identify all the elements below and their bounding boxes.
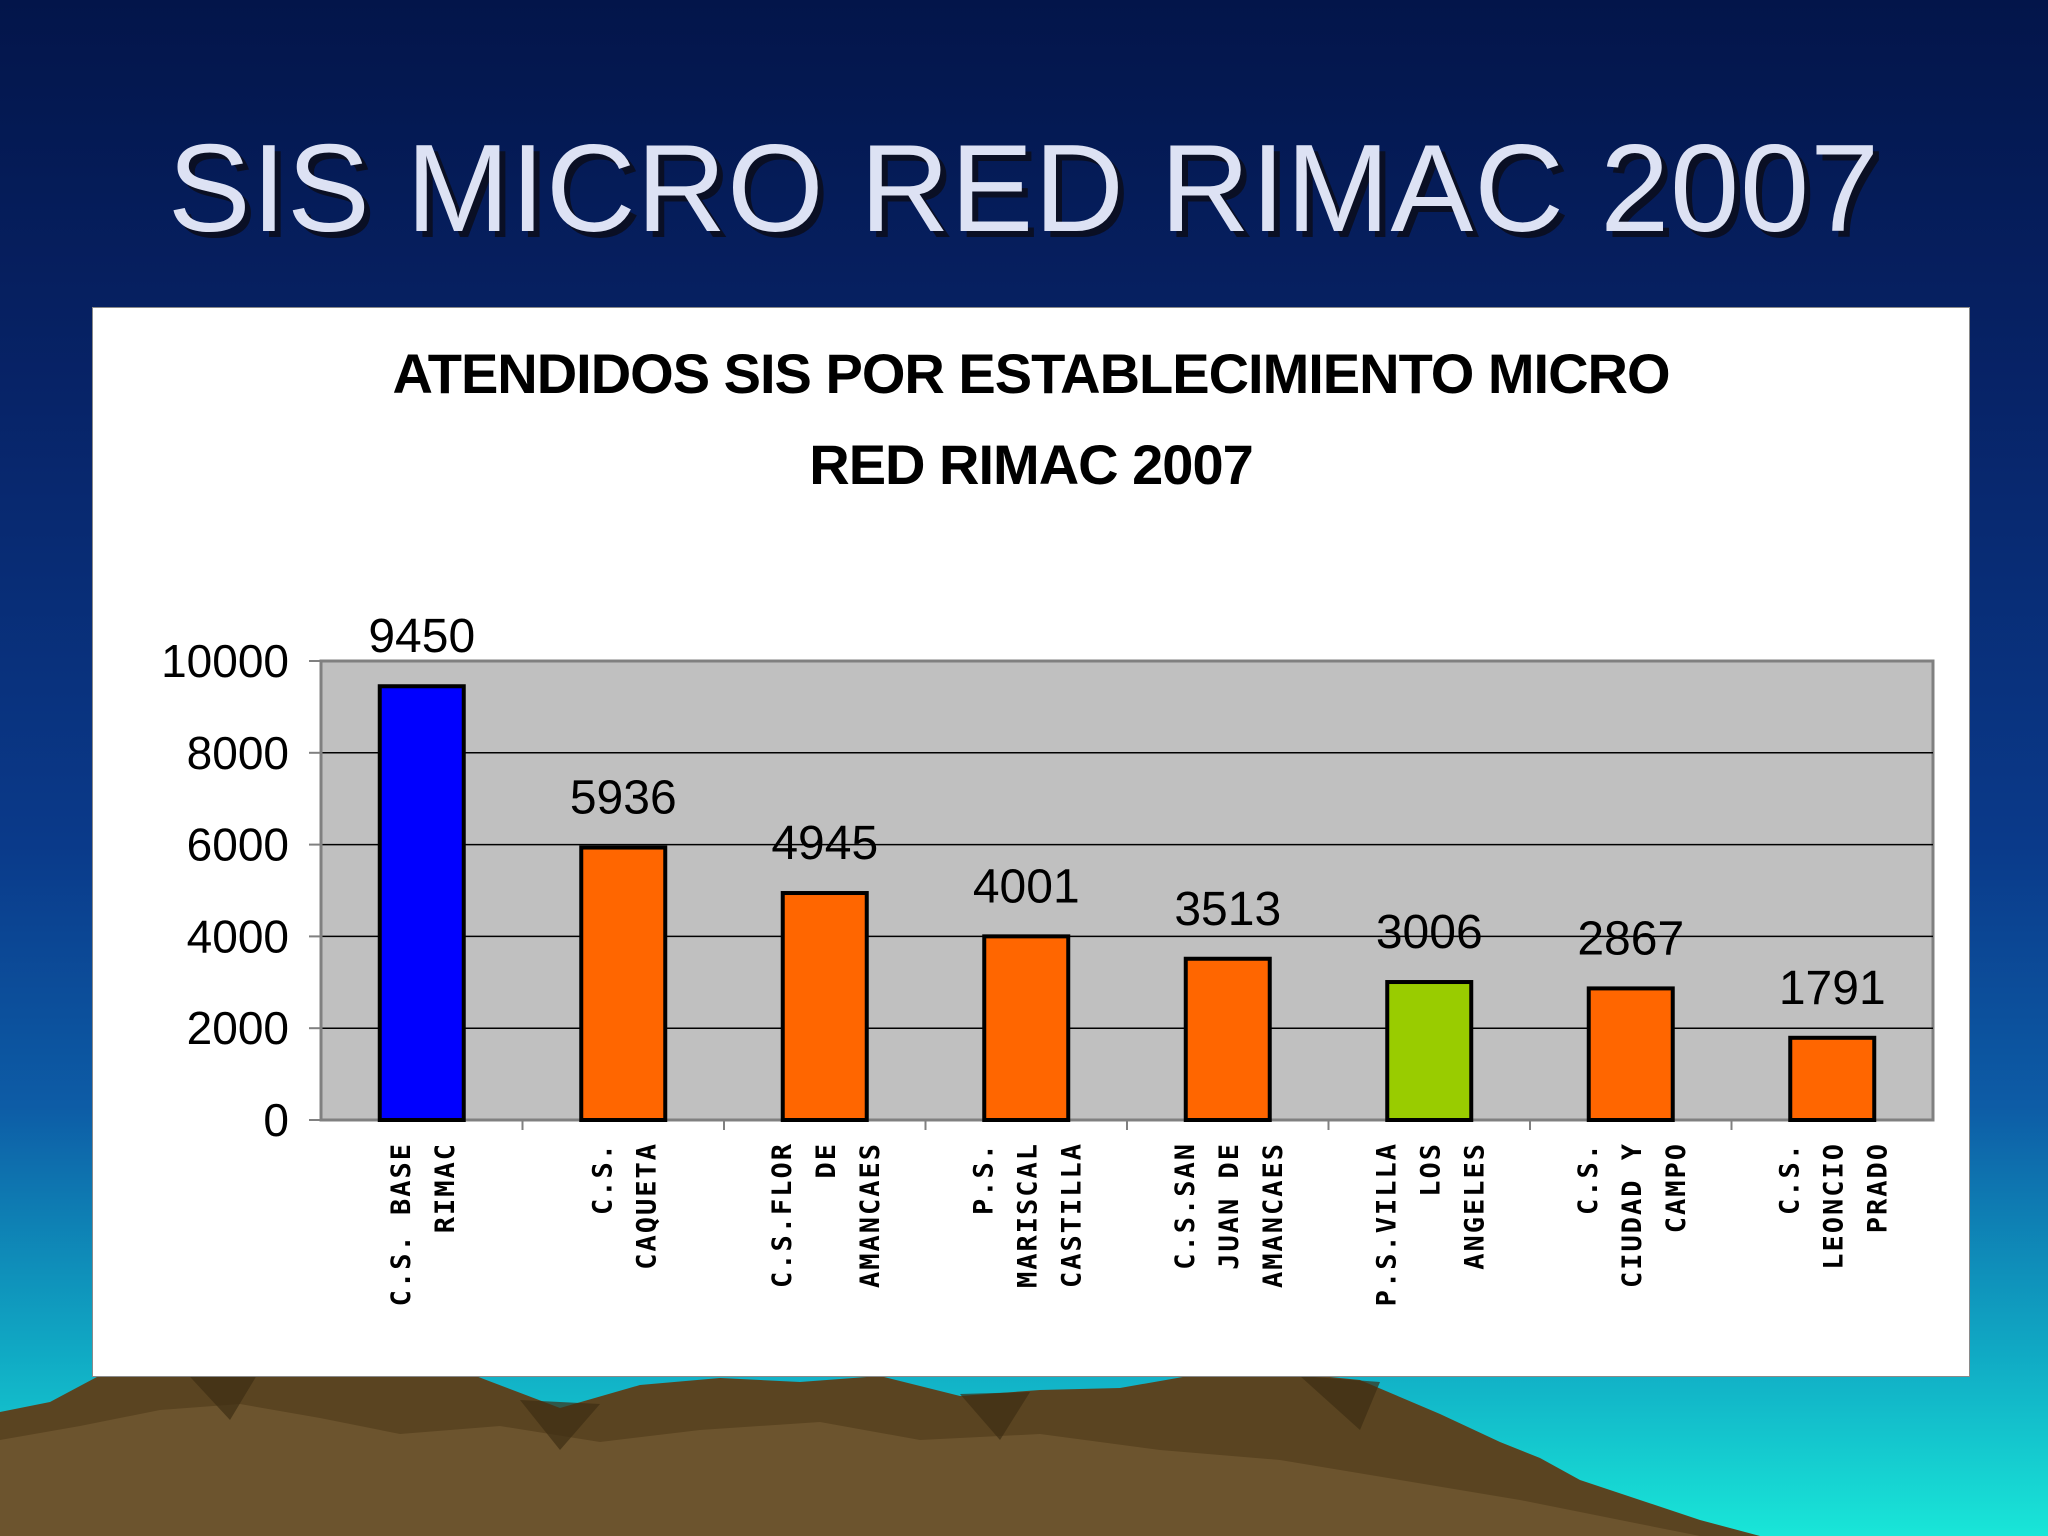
data-labels: 9450 5936 4945 4001 3513 3006 2867 1791 [368, 610, 1885, 1015]
plot-area [319, 659, 1935, 1122]
category-label: C.S. LEONCIO PRADO [1774, 1142, 1893, 1270]
chart-title-line-1: ATENDIDOS SIS POR ESTABLECIMIENTO MICRO [392, 342, 1669, 405]
bar [579, 845, 668, 1122]
category-label-line: ANGELES [1459, 1142, 1490, 1270]
category-label-line: AMANCAES [855, 1142, 886, 1288]
y-tick-label: 4000 [187, 910, 289, 962]
category-label: P.S. MARISCAL CASTILLA [968, 1142, 1087, 1288]
category-label: C.S. BASE RIMAC [386, 1142, 461, 1306]
category-label-line: AMANCAES [1258, 1142, 1289, 1288]
category-label-line: CIUDAD Y [1617, 1142, 1648, 1288]
data-label: 4001 [973, 860, 1080, 913]
data-label: 3006 [1376, 906, 1483, 959]
category-label-line: C.S. [1573, 1142, 1604, 1215]
category-label-line: PRADO [1862, 1142, 1893, 1233]
category-label-line: C.S. [587, 1142, 618, 1215]
category-label: C.S. CIUDAD Y CAMPO [1573, 1142, 1692, 1288]
y-tick-label: 10000 [161, 635, 289, 687]
category-label: C.S. CAQUETA [587, 1142, 662, 1270]
category-label-line: P.S. [968, 1142, 999, 1215]
data-label: 1791 [1779, 962, 1886, 1015]
bar [1183, 956, 1272, 1122]
category-label-line: C.S. BASE [386, 1142, 417, 1306]
y-tick-label: 6000 [187, 819, 289, 871]
data-label: 4945 [771, 817, 878, 870]
category-label-line: RIMAC [430, 1142, 461, 1233]
category-label-line: CAMPO [1661, 1142, 1692, 1233]
bar [1586, 986, 1675, 1123]
data-label: 5936 [570, 772, 677, 825]
category-label-line: MARISCAL [1012, 1142, 1043, 1288]
mountain-background [0, 1350, 1760, 1536]
data-label: 2867 [1577, 912, 1684, 965]
category-label: P.S.VILLA LOS ANGELES [1371, 1142, 1490, 1306]
category-label: C.S.SAN JUAN DE AMANCAES [1170, 1142, 1289, 1288]
category-label: C.S.FLOR DE AMANCAES [767, 1142, 886, 1288]
category-label-line: P.S.VILLA [1371, 1142, 1402, 1306]
chart-panel: ATENDIDOS SIS POR ESTABLECIMIENTO MICRO … [92, 307, 1970, 1377]
y-tick-label: 2000 [187, 1002, 289, 1054]
category-label-line: DE [811, 1142, 842, 1179]
category-label-line: C.S. [1774, 1142, 1805, 1215]
category-labels: C.S. BASE RIMAC C.S. CAQUETA C.S.FLOR DE AMANC… [386, 1142, 1894, 1306]
bar [780, 891, 869, 1122]
bar [1788, 1035, 1877, 1122]
data-label: 9450 [368, 610, 475, 663]
category-label-line: CASTILLA [1056, 1142, 1087, 1288]
data-label: 3513 [1174, 883, 1281, 936]
category-label-line: LEONCIO [1818, 1142, 1849, 1270]
y-tick-label: 0 [263, 1094, 289, 1146]
bar-chart: ATENDIDOS SIS POR ESTABLECIMIENTO MICRO … [161, 342, 1935, 1306]
category-label-line: CAQUETA [631, 1142, 662, 1270]
category-label-line: C.S.SAN [1170, 1142, 1201, 1270]
bars [377, 684, 1877, 1123]
slide-title: SIS MICRO RED RIMAC 2007 [167, 120, 1881, 258]
bar [377, 684, 466, 1122]
category-label-line: LOS [1415, 1142, 1446, 1197]
category-label-line: C.S.FLOR [767, 1142, 798, 1288]
category-label-line: JUAN DE [1214, 1142, 1245, 1270]
bar [982, 934, 1071, 1123]
bar [1385, 980, 1474, 1122]
y-tick-label: 8000 [187, 727, 289, 779]
chart-title-line-2: RED RIMAC 2007 [809, 433, 1252, 496]
